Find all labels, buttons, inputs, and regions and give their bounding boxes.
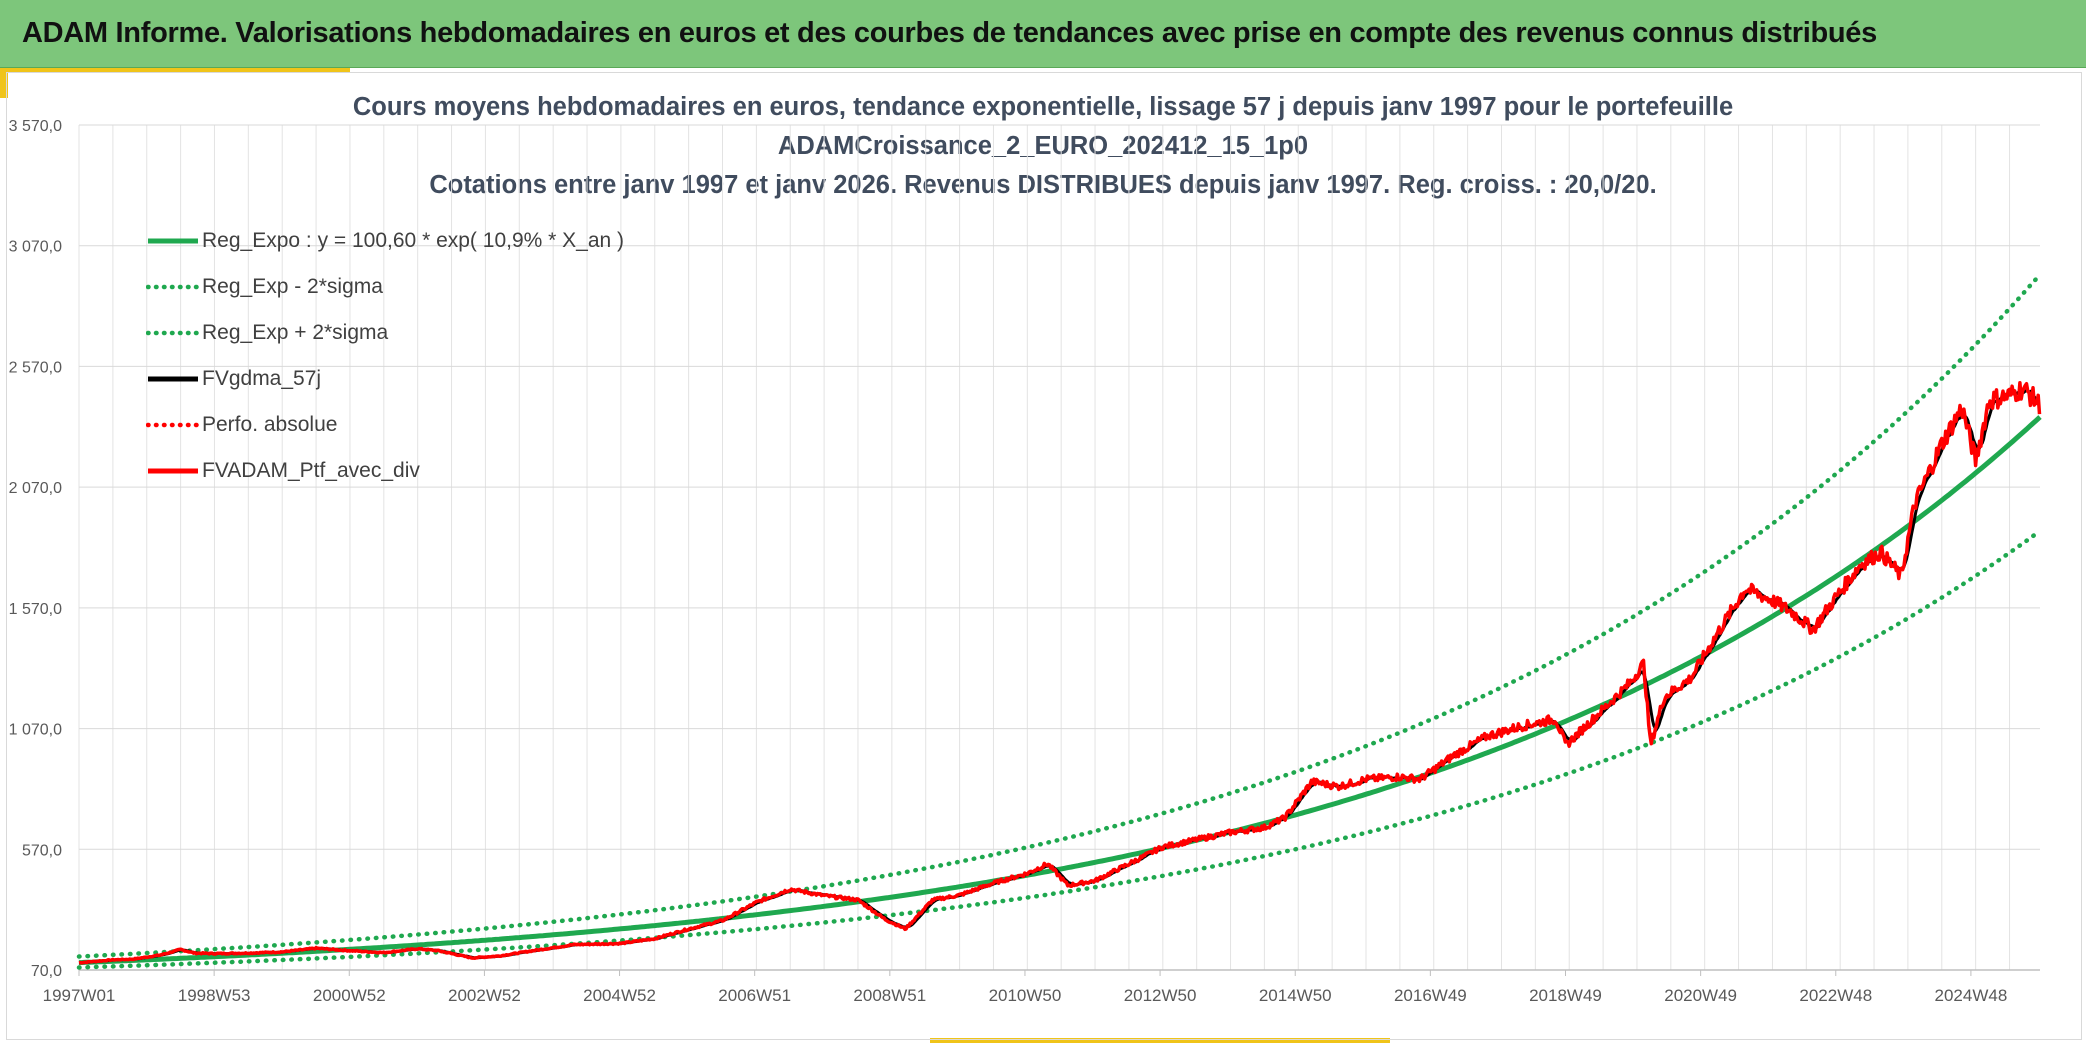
legend-item: FVgdma_57j	[146, 356, 624, 402]
legend-label: Reg_Expo : y = 100,60 * exp( 10,9% * X_a…	[202, 229, 625, 252]
series-line-fvadam-ptf-avec-div	[78, 380, 2042, 965]
x-tick-label: 2024W48	[1935, 986, 2008, 1005]
legend-item: Perfo. absolue	[146, 402, 624, 448]
x-tick-label: 2008W51	[853, 986, 926, 1005]
x-tick-label: 1998W53	[178, 986, 251, 1005]
x-tick-label: 2016W49	[1394, 986, 1467, 1005]
chart-title-line-1: Cours moyens hebdomadaires en euros, ten…	[352, 93, 1734, 121]
y-tick-label: 70,0	[31, 963, 62, 980]
x-tick-label: 2002W52	[448, 986, 521, 1005]
series-line-reg-expo	[78, 415, 2042, 966]
series-line-reg-exp-minus-2sigma	[76, 528, 2043, 970]
accent-bar-top	[0, 68, 350, 73]
x-tick-label: 2014W50	[1259, 986, 1332, 1005]
legend-label: Perfo. absolue	[202, 413, 338, 436]
legend-label: FVADAM_Ptf_avec_div	[202, 459, 420, 482]
legend-label: Reg_Exp + 2*sigma	[202, 321, 389, 344]
accent-bar-left	[0, 68, 8, 98]
accent-bar-bottom	[930, 1038, 1390, 1043]
chart-legend: Reg_Expo : y = 100,60 * exp( 10,9% * X_a…	[146, 218, 624, 494]
x-tick-label: 2006W51	[718, 986, 791, 1005]
chart-title: Cours moyens hebdomadaires en euros, ten…	[0, 88, 2086, 205]
y-tick-label: 2 070,0	[9, 480, 62, 497]
legend-swatch	[148, 238, 198, 244]
chart-frame	[6, 72, 2082, 1040]
chart-title-line-2: ADAMCroissance_2_EURO_202412_15_1p0	[777, 132, 1309, 160]
chart-title-line-3: Cotations entre janv 1997 et janv 2026. …	[429, 171, 1657, 199]
banner: ADAM Informe. Valorisations hebdomadaire…	[0, 0, 2086, 68]
legend-label: FVgdma_57j	[202, 367, 322, 390]
legend-swatch	[146, 284, 200, 290]
y-tick-label: 3 570,0	[9, 118, 62, 135]
legend-item: Reg_Expo : y = 100,60 * exp( 10,9% * X_a…	[146, 218, 624, 264]
y-tick-label: 1 070,0	[9, 722, 62, 739]
x-tick-label: 2000W52	[313, 986, 386, 1005]
x-tick-label: 2004W52	[583, 986, 656, 1005]
legend-item: Reg_Exp - 2*sigma	[146, 264, 624, 310]
y-tick-label: 3 070,0	[9, 239, 62, 256]
y-tick-label: 1 570,0	[9, 601, 62, 618]
legend-item: Reg_Exp + 2*sigma	[146, 310, 624, 356]
series-line-reg-exp-plus-2sigma	[76, 272, 2043, 959]
x-tick-label: 2010W50	[989, 986, 1062, 1005]
legend-label: Reg_Exp - 2*sigma	[202, 275, 383, 298]
legend-item: FVADAM_Ptf_avec_div	[146, 448, 624, 494]
legend-swatch	[146, 422, 200, 428]
x-tick-label: 2020W49	[1664, 986, 1737, 1005]
x-tick-label: 2022W48	[1799, 986, 1872, 1005]
legend-swatch	[148, 376, 198, 382]
x-tick-label: 1997W01	[43, 986, 116, 1005]
y-tick-label: 570,0	[22, 842, 62, 859]
x-tick-label: 2012W50	[1124, 986, 1197, 1005]
legend-swatch	[148, 468, 198, 474]
y-tick-label: 2 570,0	[9, 359, 62, 376]
x-tick-label: 2018W49	[1529, 986, 1602, 1005]
legend-swatch	[146, 330, 200, 336]
banner-title: ADAM Informe. Valorisations hebdomadaire…	[22, 17, 1877, 49]
